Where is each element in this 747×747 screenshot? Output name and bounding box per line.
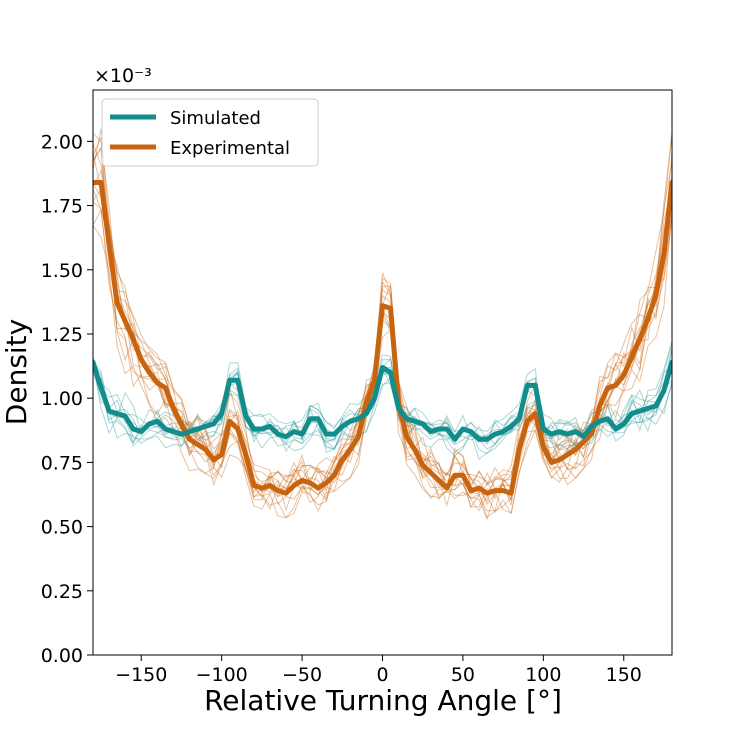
y-axis-label: Density	[0, 319, 33, 425]
experimental-run-line	[93, 207, 672, 519]
experimental-run-line	[93, 143, 672, 495]
mean-lines	[93, 179, 672, 496]
legend-label-simulated: Simulated	[170, 108, 261, 129]
experimental-run-line	[93, 145, 672, 503]
experimental-mean-line	[93, 179, 672, 496]
x-tick-label: −50	[282, 664, 322, 686]
y-tick-label: 1.00	[41, 388, 83, 410]
y-tick-label: 1.25	[41, 324, 83, 346]
y-tick-label: 1.75	[41, 196, 83, 218]
y-axis-ticks: 0.00 0.25 0.50 0.75 1.00 1.25 1.50 1.75 2.00	[41, 131, 93, 667]
simulated-mean-line	[93, 359, 672, 442]
simulated-run-line	[93, 343, 672, 441]
x-tick-label: −150	[115, 664, 167, 686]
x-tick-label: −100	[196, 664, 248, 686]
simulated-run-line	[93, 362, 672, 461]
y-tick-label: 0.25	[41, 581, 83, 603]
x-tick-label: 150	[606, 664, 642, 686]
x-tick-label: 100	[525, 664, 561, 686]
x-tick-label: 50	[451, 664, 475, 686]
experimental-run-line	[93, 132, 672, 490]
x-tick-label: 0	[376, 664, 388, 686]
legend: Simulated Experimental	[101, 98, 319, 167]
experimental-run-line	[93, 152, 672, 500]
y-tick-label: 0.75	[41, 452, 83, 474]
x-axis-ticks: −150 −100 −50 0 50 100 150	[115, 655, 642, 686]
experimental-run-line	[93, 128, 672, 494]
y-offset-label: ×10⁻³	[94, 65, 152, 87]
x-axis-label: Relative Turning Angle [°]	[204, 684, 562, 717]
y-tick-label: 0.50	[41, 517, 83, 539]
y-tick-label: 2.00	[41, 131, 83, 153]
y-tick-label: 1.50	[41, 260, 83, 282]
legend-label-experimental: Experimental	[170, 138, 290, 159]
y-tick-label: 0.00	[41, 645, 83, 667]
